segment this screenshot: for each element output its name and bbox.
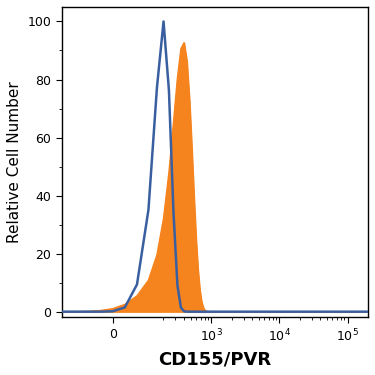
- Y-axis label: Relative Cell Number: Relative Cell Number: [7, 81, 22, 243]
- X-axis label: CD155/PVR: CD155/PVR: [158, 350, 272, 368]
